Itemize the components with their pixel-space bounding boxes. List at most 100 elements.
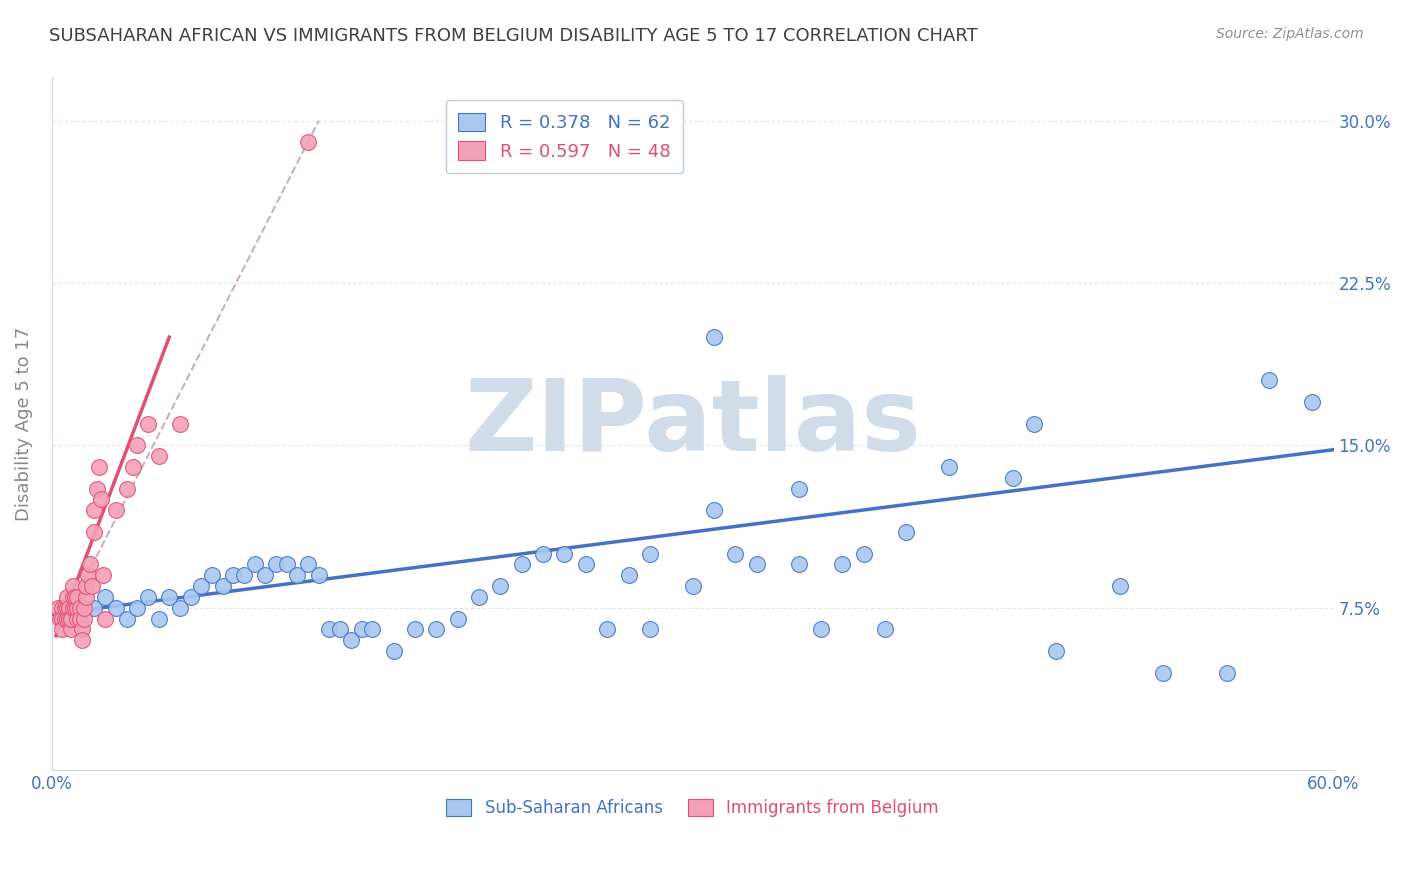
Point (69, 600, 91, 615)
Point (66, 590, 89, 604)
Point (83, 600, 105, 615)
Point (831, 558, 853, 572)
Point (79, 558, 101, 572)
Point (51, 600, 73, 615)
Point (789, 558, 811, 572)
Point (83, 503, 105, 517)
Point (264, 558, 287, 572)
Point (938, 460, 960, 475)
Point (55, 611, 77, 625)
Point (59, 611, 82, 625)
Point (553, 547, 575, 561)
Point (382, 644, 405, 658)
Point (596, 623, 619, 637)
Point (73, 600, 96, 615)
Point (62, 579, 84, 593)
Point (51, 611, 73, 625)
Point (180, 590, 202, 604)
Point (58, 611, 80, 625)
Point (127, 600, 149, 615)
Point (852, 547, 875, 561)
Point (90, 492, 112, 507)
Point (873, 623, 896, 637)
Point (297, 136, 319, 150)
Point (638, 623, 661, 637)
Point (53, 600, 76, 615)
Point (617, 568, 640, 582)
Point (1024, 417, 1046, 431)
Point (70, 633, 93, 648)
Point (287, 568, 309, 582)
Text: SUBSAHARAN AFRICAN VS IMMIGRANTS FROM BELGIUM DISABILITY AGE 5 TO 17 CORRELATION: SUBSAHARAN AFRICAN VS IMMIGRANTS FROM BE… (49, 27, 979, 45)
Point (127, 438, 149, 452)
Text: Source: ZipAtlas.com: Source: ZipAtlas.com (1216, 27, 1364, 41)
Point (148, 449, 170, 463)
Point (276, 558, 298, 572)
Point (1002, 471, 1025, 485)
Point (115, 482, 138, 496)
Point (638, 547, 661, 561)
Point (318, 623, 340, 637)
Point (724, 547, 747, 561)
Point (1109, 579, 1132, 593)
Point (94, 590, 117, 604)
Point (810, 623, 832, 637)
Point (66, 611, 89, 625)
Point (136, 590, 159, 604)
Point (91, 568, 114, 582)
Point (65, 590, 87, 604)
Point (58, 600, 80, 615)
Point (86, 482, 108, 496)
Point (1215, 665, 1237, 680)
Point (75, 579, 97, 593)
Point (211, 579, 233, 593)
Legend: Sub-Saharan Africans, Immigrants from Belgium: Sub-Saharan Africans, Immigrants from Be… (440, 792, 945, 824)
Point (425, 623, 447, 637)
Point (745, 558, 768, 572)
Point (531, 547, 554, 561)
Y-axis label: Disability Age 5 to 17: Disability Age 5 to 17 (15, 326, 32, 521)
Point (222, 568, 245, 582)
Point (49, 611, 72, 625)
Point (703, 330, 725, 344)
Point (55, 600, 77, 615)
Point (65, 600, 87, 615)
Point (329, 623, 352, 637)
Point (59, 623, 82, 637)
Point (350, 623, 373, 637)
Point (51, 623, 73, 637)
Point (190, 579, 212, 593)
Point (703, 503, 725, 517)
Point (308, 568, 330, 582)
Point (104, 503, 127, 517)
Point (62, 590, 84, 604)
Point (201, 568, 224, 582)
Point (243, 558, 266, 572)
Point (66, 600, 89, 615)
Point (682, 579, 704, 593)
Point (169, 600, 191, 615)
Text: ZIPatlas: ZIPatlas (464, 376, 921, 472)
Point (104, 600, 127, 615)
Point (46, 600, 69, 615)
Point (73, 611, 96, 625)
Point (77, 568, 100, 582)
Point (94, 611, 117, 625)
Point (157, 590, 180, 604)
Point (83, 524, 105, 539)
Point (53, 611, 76, 625)
Point (254, 568, 277, 582)
Point (896, 524, 918, 539)
Point (70, 623, 93, 637)
Point (789, 482, 811, 496)
Point (1258, 373, 1281, 387)
Point (55, 590, 77, 604)
Point (136, 417, 159, 431)
Point (87, 460, 110, 475)
Point (1301, 395, 1323, 409)
Point (69, 611, 91, 625)
Point (361, 623, 384, 637)
Point (297, 558, 319, 572)
Point (122, 460, 145, 475)
Point (340, 633, 363, 648)
